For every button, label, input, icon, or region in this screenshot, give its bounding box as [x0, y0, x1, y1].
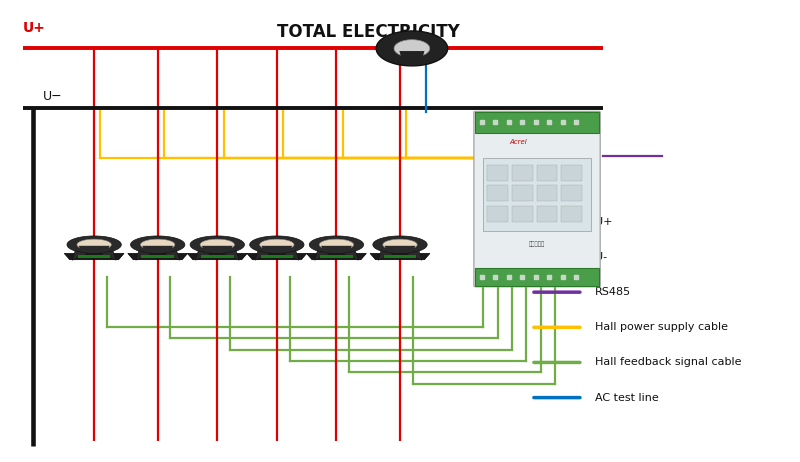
Polygon shape [141, 239, 175, 250]
Polygon shape [262, 246, 292, 252]
Polygon shape [314, 251, 331, 260]
Polygon shape [78, 255, 110, 258]
Polygon shape [142, 255, 174, 258]
Polygon shape [142, 246, 173, 252]
Text: U-: U- [594, 252, 606, 262]
Polygon shape [385, 246, 415, 252]
Bar [512, 185, 533, 201]
Bar [537, 185, 558, 201]
Bar [475, 112, 598, 133]
Polygon shape [250, 236, 304, 254]
Polygon shape [72, 251, 89, 260]
Bar [562, 165, 582, 181]
Text: RS485: RS485 [594, 287, 630, 297]
Polygon shape [261, 255, 293, 258]
Bar [483, 158, 590, 231]
Text: Hall feedback signal cable: Hall feedback signal cable [594, 358, 741, 367]
Text: U+: U+ [594, 217, 612, 227]
Polygon shape [78, 246, 110, 252]
Bar [487, 185, 508, 201]
Polygon shape [201, 255, 234, 258]
Bar [562, 206, 582, 222]
Polygon shape [320, 255, 353, 258]
Polygon shape [64, 254, 124, 260]
Polygon shape [406, 251, 422, 260]
Polygon shape [306, 254, 366, 260]
Polygon shape [370, 254, 430, 260]
Polygon shape [260, 239, 294, 250]
Bar [512, 165, 533, 181]
Polygon shape [99, 251, 116, 260]
Polygon shape [378, 251, 394, 260]
Polygon shape [222, 251, 239, 260]
Polygon shape [202, 246, 233, 252]
Bar [512, 206, 533, 222]
Text: U−: U− [42, 90, 62, 103]
Text: TOTAL ELECTRICITY: TOTAL ELECTRICITY [277, 23, 459, 41]
Polygon shape [128, 254, 187, 260]
Polygon shape [373, 236, 427, 254]
Text: AC test line: AC test line [594, 393, 658, 402]
Bar [475, 267, 598, 286]
Bar [537, 206, 558, 222]
Text: Acrel: Acrel [510, 139, 527, 145]
Polygon shape [255, 251, 271, 260]
Text: U+: U+ [22, 21, 46, 35]
Bar [487, 165, 508, 181]
Polygon shape [310, 236, 364, 254]
Polygon shape [282, 251, 298, 260]
Polygon shape [195, 251, 212, 260]
Bar [537, 165, 558, 181]
Text: 安科瑞电气: 安科瑞电气 [529, 242, 545, 248]
Polygon shape [77, 239, 111, 250]
Polygon shape [394, 40, 430, 57]
Polygon shape [187, 254, 247, 260]
Polygon shape [319, 239, 354, 250]
Text: Hall power supply cable: Hall power supply cable [594, 322, 728, 332]
Bar [487, 206, 508, 222]
Bar [562, 185, 582, 201]
Polygon shape [321, 246, 352, 252]
Polygon shape [200, 239, 234, 250]
Polygon shape [399, 51, 425, 64]
Polygon shape [130, 236, 185, 254]
Polygon shape [190, 236, 245, 254]
Polygon shape [383, 239, 417, 250]
Polygon shape [376, 31, 448, 66]
Polygon shape [342, 251, 358, 260]
Polygon shape [67, 236, 122, 254]
Polygon shape [136, 251, 152, 260]
Polygon shape [163, 251, 179, 260]
FancyBboxPatch shape [474, 111, 600, 287]
Polygon shape [384, 255, 416, 258]
Polygon shape [247, 254, 306, 260]
